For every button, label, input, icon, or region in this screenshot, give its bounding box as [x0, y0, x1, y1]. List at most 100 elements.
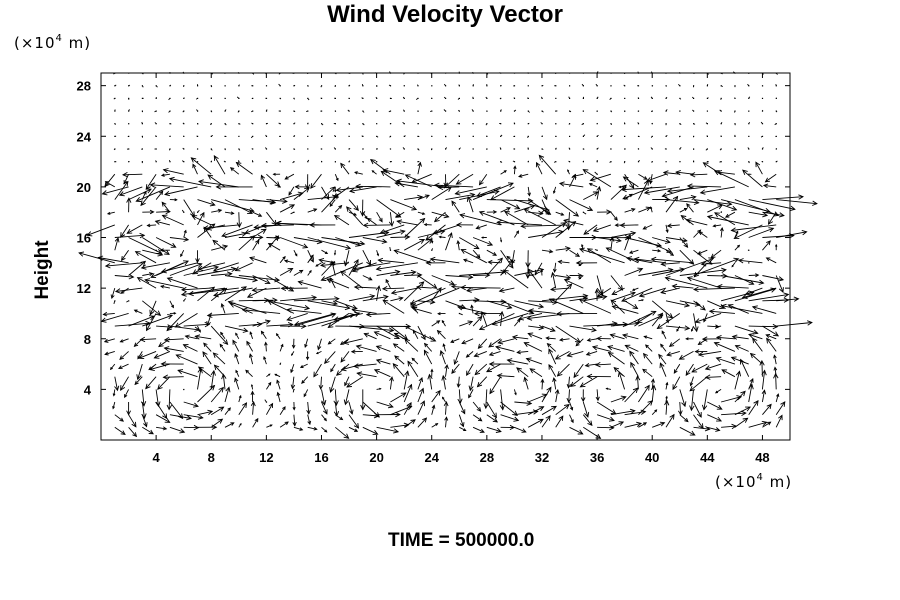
wind-vector-shaft [693, 229, 701, 238]
wind-vector [610, 230, 637, 238]
wind-vector-head [708, 257, 715, 263]
wind-vector-shaft [367, 218, 377, 226]
wind-vector-head [141, 413, 147, 420]
wind-vector [500, 134, 503, 137]
wind-vector-head [477, 417, 483, 422]
wind-vector [596, 275, 604, 296]
wind-vector-dot [197, 72, 199, 74]
wind-vector [196, 109, 199, 112]
wind-vector [637, 85, 640, 87]
wind-vector-head [762, 212, 769, 218]
wind-vector-head [618, 185, 622, 189]
wind-vector-head [733, 234, 740, 240]
wind-vector-head [456, 240, 461, 245]
wind-vector-shaft [606, 247, 639, 264]
wind-vector [307, 148, 309, 150]
wind-vector [348, 401, 354, 415]
wind-vector-shaft [492, 312, 529, 325]
wind-vector-head [697, 251, 702, 255]
wind-vector [236, 212, 242, 229]
wind-vector-head [346, 382, 352, 388]
wind-vector [321, 249, 329, 254]
wind-vector [737, 258, 763, 264]
wind-vector [265, 134, 268, 137]
wind-vector-head [359, 240, 366, 247]
wind-vector-shaft [126, 224, 143, 234]
wind-vector-dot [293, 110, 295, 112]
wind-vector-dot [513, 148, 516, 150]
wind-vector-head [451, 369, 456, 374]
wind-vector [142, 272, 154, 277]
wind-vector-dot [238, 123, 240, 125]
wind-vector-dot [169, 123, 171, 125]
wind-vector-head [497, 339, 504, 345]
wind-vector [279, 97, 282, 100]
wind-vector [665, 109, 668, 112]
wind-vector-shaft [155, 389, 159, 407]
wind-vector-head [581, 243, 584, 247]
wind-vector-head [477, 343, 483, 349]
wind-vector-dot [679, 110, 681, 112]
wind-vector [362, 275, 373, 281]
wind-vector-shaft [548, 349, 557, 365]
wind-vector-head [288, 286, 295, 292]
wind-vector-dot [334, 123, 336, 125]
wind-vector-shaft [524, 377, 529, 390]
wind-vector-head [333, 411, 340, 417]
wind-vector-dot [210, 148, 212, 150]
wind-vector-head [171, 304, 174, 309]
wind-vector-dot [183, 72, 185, 74]
wind-vector-dot [224, 135, 226, 137]
wind-vector-head [235, 332, 238, 336]
wind-vector [638, 206, 652, 213]
wind-vector [145, 376, 157, 390]
wind-vector-head [493, 210, 498, 214]
wind-vector-head [637, 267, 644, 273]
wind-vector-head [462, 258, 468, 263]
wind-vector-head [502, 269, 509, 275]
wind-vector-shaft [489, 350, 501, 356]
wind-vector-head [548, 249, 554, 254]
wind-vector-shaft [155, 237, 176, 248]
wind-vector-shaft [458, 401, 466, 414]
wind-vector-head [411, 178, 418, 184]
wind-vector [764, 173, 777, 183]
wind-vector-head [676, 328, 679, 332]
wind-vector [610, 85, 612, 87]
wind-vector [734, 244, 741, 251]
wind-vector [128, 237, 163, 254]
wind-vector-head [512, 410, 518, 417]
wind-vector [631, 287, 639, 291]
wind-vector [168, 159, 171, 163]
wind-vector-shaft [191, 157, 212, 175]
wind-vector-dot [210, 161, 212, 163]
wind-vector-head [227, 407, 231, 411]
wind-vector-head [751, 305, 758, 311]
wind-vector [500, 85, 502, 87]
wind-vector-head [323, 417, 327, 422]
wind-vector-head [213, 364, 220, 371]
wind-vector-shaft [301, 376, 309, 384]
wind-vector [775, 148, 778, 150]
wind-vector [658, 353, 667, 365]
wind-vector-shaft [441, 320, 446, 327]
wind-vector-head [340, 357, 346, 363]
wind-vector-head [177, 413, 184, 420]
wind-vector-shaft [583, 224, 598, 235]
wind-vector-dot [486, 161, 488, 163]
wind-vector-shaft [266, 382, 272, 390]
wind-vector [637, 148, 640, 150]
wind-vector-head [364, 215, 368, 220]
wind-vector-head [78, 251, 85, 257]
wind-vector-shaft [284, 173, 295, 180]
wind-vector-head [362, 222, 369, 229]
wind-vector-head [660, 261, 667, 267]
wind-vector-shaft [155, 414, 170, 423]
wind-vector-head [242, 327, 249, 333]
wind-vector [583, 224, 598, 235]
wind-vector-head [527, 332, 534, 338]
wind-vector-dot [734, 161, 736, 163]
wind-vector-shaft [610, 299, 625, 314]
wind-vector-head [730, 227, 737, 233]
wind-vector-shaft [392, 363, 405, 377]
